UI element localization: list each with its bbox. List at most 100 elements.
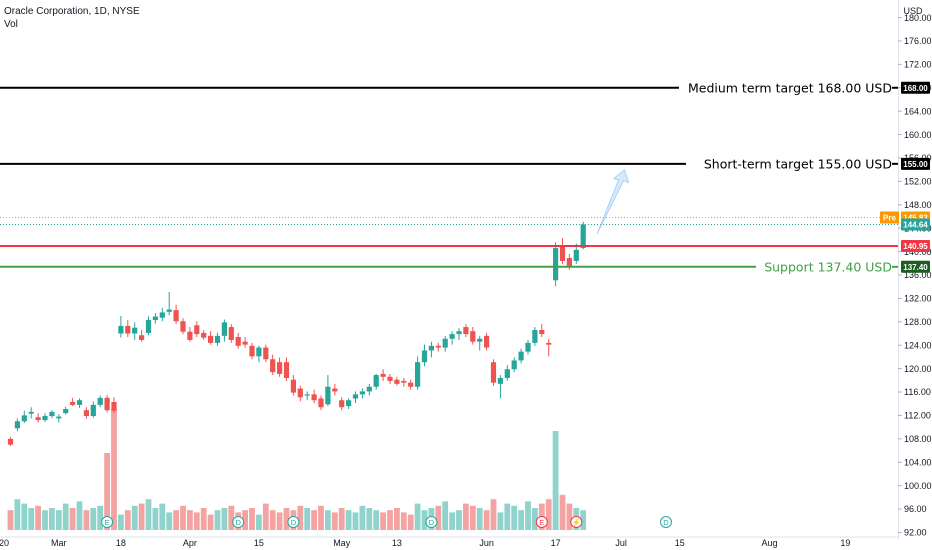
event-marker-icon [425, 516, 438, 528]
event-marker-label: D [429, 518, 435, 527]
volume-bar [76, 501, 83, 530]
volume-bar [228, 505, 235, 530]
volume-bar [131, 505, 138, 530]
horizontal-levels[interactable]: Medium term target 168.00 USD Short-term … [0, 80, 898, 274]
candle-body [180, 321, 186, 332]
axis-tick-label: 160.00 [904, 130, 932, 140]
candle-body [456, 331, 462, 335]
volume-bar [469, 505, 476, 530]
price-candles [7, 221, 586, 446]
candle-body [139, 335, 145, 340]
volume-bar [14, 499, 21, 530]
time-tick-label: 18 [116, 538, 126, 548]
candle-body [249, 345, 255, 357]
candle-body [125, 325, 131, 334]
time-tick-label: May [333, 538, 351, 548]
candle-body [221, 322, 227, 336]
candle-body [504, 369, 510, 378]
volume-bar [159, 503, 166, 530]
candle-body [132, 327, 138, 334]
volume-bar [449, 512, 455, 530]
candle-body [242, 341, 248, 345]
time-tick-label: Mar [51, 538, 67, 548]
candle-body [352, 394, 359, 399]
volume-bar [407, 514, 414, 530]
volume-bar [504, 503, 511, 530]
candle-body [28, 411, 34, 414]
event-marker-icon [535, 516, 548, 528]
chart-title: Oracle Corporation, 1D, NYSE [4, 6, 140, 17]
candle-body [97, 397, 103, 405]
volume-bar [311, 510, 317, 530]
candle-body [83, 410, 89, 417]
candle-body [442, 338, 448, 348]
candle-body [484, 335, 490, 348]
volume-bar [297, 505, 304, 530]
volume-bar [325, 510, 331, 530]
candle-body [90, 404, 96, 417]
volume-label: Vol [4, 19, 18, 30]
candle-body [559, 246, 566, 261]
axis-tick-label: 120.00 [904, 364, 932, 374]
candle-body [525, 342, 531, 352]
candle-body [394, 379, 400, 384]
axis-tick-label: 136.00 [904, 270, 932, 280]
axis-tick-label: 176.00 [904, 36, 932, 46]
candle-body [263, 347, 269, 360]
premarket-label-bg [880, 211, 899, 224]
volume-bar [387, 510, 393, 530]
time-axis[interactable]: 20 Mar 18 Apr 15 May 13 Jun 17 Jul 15 Aug 19 [0, 536, 898, 548]
candle-body [277, 362, 283, 374]
volume-bar [221, 508, 228, 530]
candle-body [104, 397, 110, 411]
candle-body [463, 327, 469, 335]
volume-bar [525, 501, 531, 530]
volume-bar [497, 512, 504, 530]
candle-body [497, 377, 503, 384]
volume-bar [173, 510, 179, 530]
support-price-tag: 137.40 [903, 263, 928, 272]
candle-body [256, 347, 262, 357]
candle-body [159, 312, 165, 318]
candle-body [297, 388, 303, 398]
volume-bar [532, 508, 538, 530]
volume-bar [442, 501, 449, 530]
volume-bar [483, 510, 490, 530]
last-price-tag-bg [901, 218, 930, 231]
candle-body [152, 316, 158, 321]
volume-bar [90, 508, 97, 530]
axis-tick-label: 128.00 [904, 317, 932, 327]
axis-tick-label: 108.00 [904, 434, 932, 444]
candle-body [553, 248, 559, 281]
volume-bar [414, 503, 421, 530]
volume-bar [62, 503, 69, 530]
time-tick-label: 13 [392, 538, 402, 548]
volume-bar [166, 512, 173, 530]
volume-bar [49, 508, 55, 530]
candle-body [408, 382, 414, 387]
time-tick-label: Jul [615, 538, 627, 548]
candle-body [70, 401, 76, 405]
medium-target-tag-bg [901, 81, 930, 94]
short-target-tag-bg [901, 157, 930, 170]
volume-bar [145, 499, 152, 530]
candle-body [42, 416, 48, 421]
candle-body [546, 342, 552, 345]
time-tick-label: Jun [479, 538, 494, 548]
candle-body [63, 408, 69, 414]
candle-body [518, 351, 524, 361]
premarket-label: Pre [883, 213, 896, 222]
event-markers[interactable]: E D D D E ⚡ D [101, 516, 672, 528]
volume-bar [283, 508, 290, 530]
volume-bar [21, 503, 28, 530]
volume-bar [104, 453, 110, 530]
short-target-tag: 155.00 [903, 160, 928, 169]
volume-bar [338, 508, 345, 530]
level-annotation-label: Medium term target 168.00 USD [688, 80, 892, 95]
candle-body [194, 325, 200, 335]
candle-body [311, 394, 317, 401]
volume-bar [559, 494, 566, 530]
volume-bar [118, 514, 124, 530]
